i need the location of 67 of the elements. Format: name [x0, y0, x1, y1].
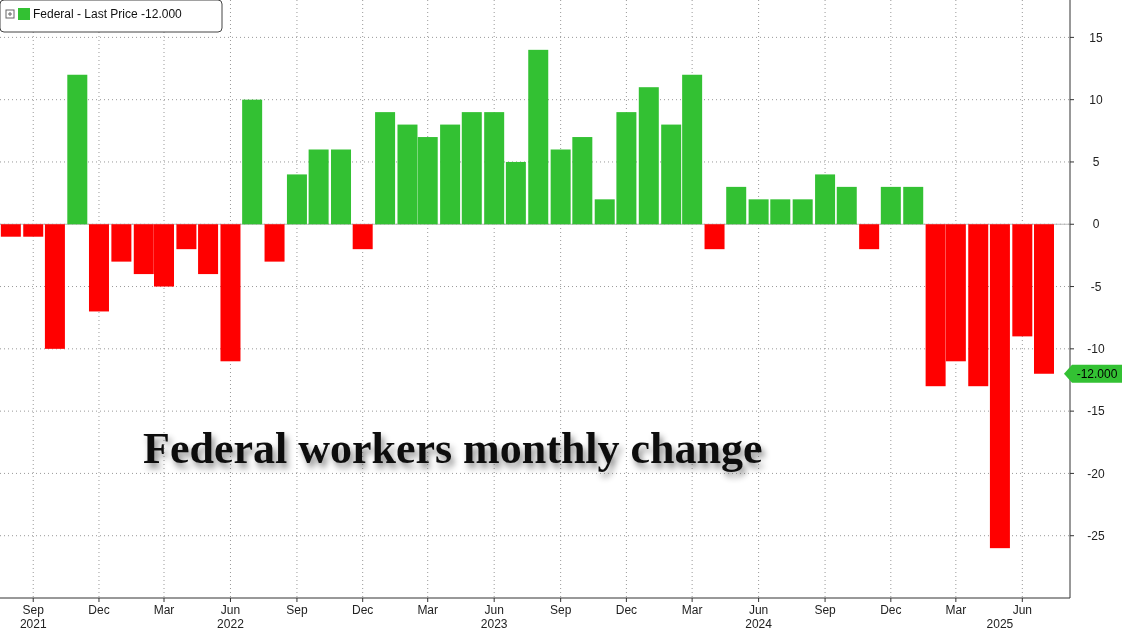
bar: [880, 186, 901, 225]
x2-tick-label: 2022: [217, 617, 245, 631]
legend-label: Federal - Last Price -12.000: [33, 7, 183, 21]
y-tick-label: 5: [1092, 155, 1100, 170]
bar: [220, 224, 241, 362]
y-tick-label: -5: [1090, 279, 1102, 294]
bar: [815, 174, 836, 225]
bar: [484, 112, 505, 225]
bar: [352, 224, 373, 250]
x-tick-label: Mar: [681, 603, 703, 617]
y-tick-label: 10: [1089, 92, 1103, 107]
bar: [23, 224, 44, 237]
x-tick-label: Jun: [484, 603, 504, 617]
x-tick-label: Dec: [88, 603, 110, 617]
bar: [286, 174, 307, 225]
bar: [331, 149, 352, 225]
bar: [308, 149, 329, 225]
annotation: -12.000: [1076, 366, 1118, 381]
bar: [242, 99, 263, 225]
bar: [44, 224, 65, 349]
x-tick-label: Dec: [880, 603, 902, 617]
bar: [792, 199, 813, 225]
x-tick-label: Sep: [22, 603, 45, 617]
bar: [375, 112, 396, 225]
bar: [440, 124, 461, 225]
x2-tick-label: 2021: [19, 617, 47, 631]
bar: [528, 49, 549, 225]
x-tick-label: Sep: [549, 603, 572, 617]
y-tick-label: 15: [1089, 30, 1103, 45]
y-tick-label: 0: [1092, 217, 1100, 232]
y-tick-label: -15: [1087, 404, 1105, 419]
bar: [638, 87, 659, 225]
x-tick-label: Jun: [1012, 603, 1032, 617]
x-tick-label: Mar: [945, 603, 967, 617]
bar: [726, 186, 747, 225]
y-tick-label: -10: [1087, 342, 1105, 357]
bar: [264, 224, 285, 262]
x2-tick-label: 2023: [480, 617, 508, 631]
text: Federal workers monthly change: [143, 424, 763, 473]
bar: [461, 112, 482, 225]
bar: [0, 224, 21, 237]
x-tick-label: Sep: [814, 603, 837, 617]
bar: [859, 224, 880, 250]
x-tick-label: Mar: [417, 603, 439, 617]
x-tick-label: Jun: [748, 603, 769, 617]
x-tick-label: Mar: [153, 603, 175, 617]
bar: [968, 224, 989, 387]
bar: [176, 224, 197, 250]
bar: [1012, 224, 1033, 337]
bar: [88, 224, 109, 312]
y-tick-label: -20: [1087, 466, 1105, 481]
x2-tick-label: 2024: [745, 617, 773, 631]
bar: [505, 161, 526, 225]
bar: [198, 224, 219, 275]
bar: [1033, 224, 1054, 374]
x-tick-label: Dec: [615, 603, 638, 617]
x-tick-label: Jun: [220, 603, 241, 617]
bar: [67, 74, 88, 225]
bar: [704, 224, 725, 250]
bar: [111, 224, 132, 262]
bar: [989, 224, 1010, 549]
bar: [836, 186, 857, 225]
x2-tick-label: 2025: [986, 617, 1014, 631]
y-tick-label: -25: [1087, 528, 1105, 543]
x-tick-label: Sep: [286, 603, 308, 617]
bar: [903, 186, 924, 225]
x-tick-label: Dec: [352, 603, 374, 617]
